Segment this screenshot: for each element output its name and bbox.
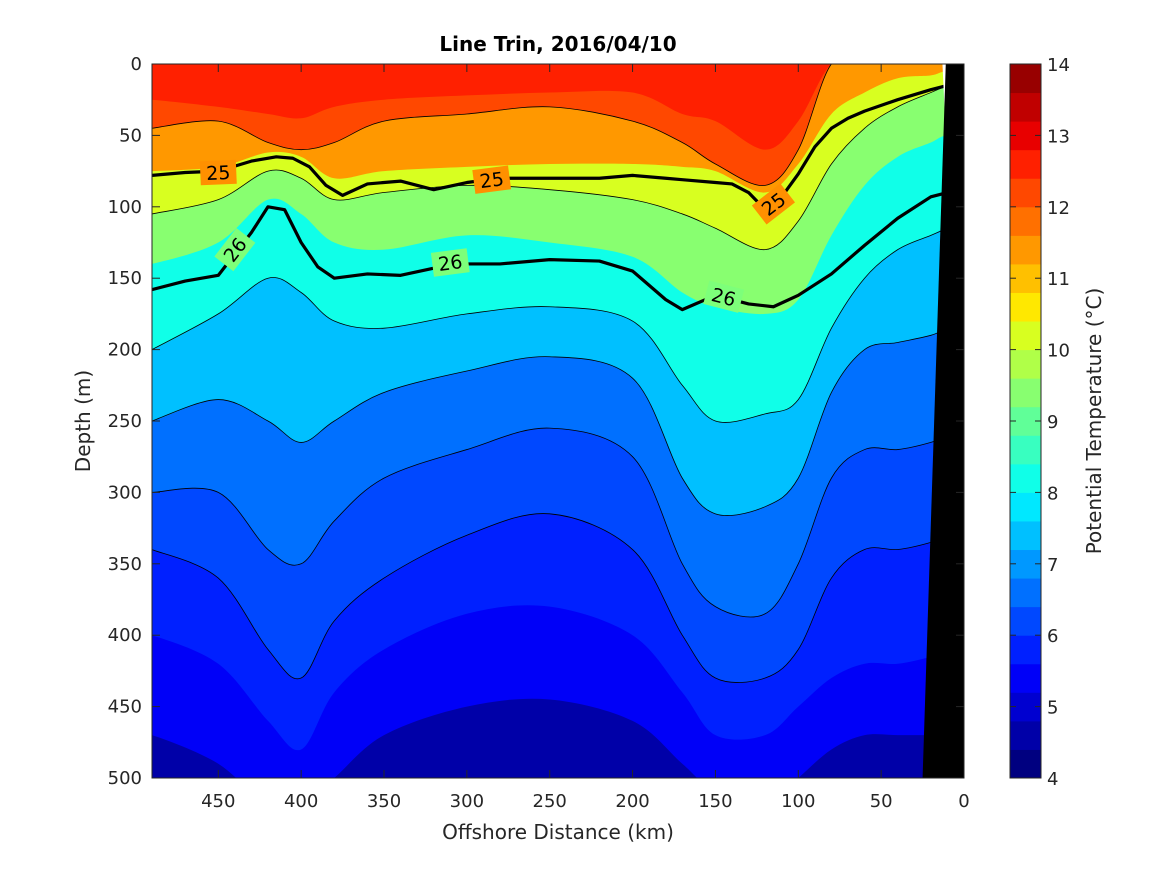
colorbar-tick-label: 6 [1047, 626, 1058, 647]
colorbar-tick-label: 11 [1047, 269, 1070, 290]
y-tick-label: 200 [108, 340, 142, 361]
colorbar-segment [1010, 206, 1041, 236]
colorbar-segment [1010, 378, 1041, 408]
x-axis-label: Offshore Distance (km) [442, 820, 674, 844]
density-contour-26 [152, 190, 948, 312]
y-tick-label: 100 [108, 197, 142, 218]
colorbar-segment [1010, 635, 1041, 665]
colorbar-segment [1010, 64, 1041, 94]
isotherm-line-6_5C [152, 427, 948, 618]
colorbar-segment [1010, 492, 1041, 522]
y-tick-label: 150 [108, 268, 142, 289]
colorbar-segment [1010, 92, 1041, 122]
colorbar [1010, 64, 1041, 779]
colorbar-segment [1010, 235, 1041, 265]
colorbar-tick-label: 4 [1047, 769, 1058, 790]
x-axis: 450 400 350 300 250 200 150 100 50 0 [201, 64, 970, 812]
colorbar-segment [1010, 663, 1041, 693]
contour-label-bg [199, 159, 237, 186]
bathymetry-wedge [922, 64, 964, 778]
y-tick-label: 50 [119, 125, 142, 146]
contour-label-bg [472, 165, 512, 194]
x-tick-label: 50 [870, 791, 893, 812]
x-tick-label: 350 [367, 791, 401, 812]
y-tick-label: 0 [131, 54, 142, 75]
contour-label-bg [430, 248, 470, 277]
colorbar-segment [1010, 292, 1041, 322]
isotherm-line-10C [152, 85, 948, 251]
colorbar-segment [1010, 435, 1041, 465]
colorbar-segment [1010, 349, 1041, 379]
colorbar-segment [1010, 720, 1041, 750]
contour-label-bg [751, 183, 796, 225]
colorbar-ticks: 4 5 6 7 8 9 10 11 12 13 14 [1010, 55, 1070, 790]
x-tick-label: 450 [201, 791, 235, 812]
isotherm-line-6C [152, 513, 948, 683]
colorbar-label: Potential Temperature (°C) [1082, 288, 1106, 555]
colorbar-tick-label: 13 [1047, 126, 1070, 147]
x-tick-label: 100 [781, 791, 815, 812]
x-tick-label: 150 [698, 791, 732, 812]
temperature-band-12_5C [152, 64, 964, 150]
colorbar-segment [1010, 578, 1041, 608]
x-tick-label: 250 [533, 791, 567, 812]
density-contour-25 [152, 83, 948, 212]
density-contours [152, 83, 948, 312]
y-tick-label: 300 [108, 482, 142, 503]
colorbar-segment [1010, 321, 1041, 351]
colorbar-tick-label: 7 [1047, 555, 1058, 576]
contour-label-25: 25 [206, 162, 231, 185]
isotherm-line-12C [152, 64, 948, 186]
y-tick-label: 250 [108, 411, 142, 432]
contour-label-26: 26 [437, 251, 464, 276]
y-tick-label: 450 [108, 697, 142, 718]
colorbar-segment [1010, 520, 1041, 551]
isotherm-line-7C [152, 327, 948, 516]
colorbar-segment [1010, 149, 1041, 179]
isotherm-lines [152, 64, 948, 683]
temperature-fills [152, 64, 964, 778]
colorbar-segment [1010, 606, 1041, 636]
colorbar-tick-label: 14 [1047, 55, 1070, 76]
x-tick-label: 200 [615, 791, 649, 812]
x-tick-label: 300 [450, 791, 484, 812]
plot-area [152, 64, 964, 778]
colorbar-tick-label: 5 [1047, 698, 1058, 719]
y-axis: 0 50 100 150 200 250 300 350 400 450 500 [108, 54, 964, 789]
x-tick-label: 0 [958, 791, 969, 812]
isotherm-line-8C [152, 227, 948, 423]
colorbar-segment [1010, 463, 1041, 493]
colorbar-segment [1010, 178, 1041, 208]
colorbar-tick-label: 10 [1047, 341, 1070, 362]
y-tick-label: 500 [108, 768, 142, 789]
y-tick-label: 400 [108, 625, 142, 646]
colorbar-tick-label: 9 [1047, 412, 1058, 433]
contour-label-bg [703, 280, 745, 313]
colorbar-tick-label: 8 [1047, 483, 1058, 504]
contour-label-25: 25 [478, 168, 505, 193]
colorbar-segment [1010, 749, 1041, 779]
chart-title: Line Trin, 2016/04/10 [439, 32, 676, 56]
colorbar-tick-label: 12 [1047, 198, 1070, 219]
bathymetry-mask [922, 64, 964, 778]
x-tick-label: 400 [284, 791, 318, 812]
contour-label-bg [214, 228, 256, 272]
y-tick-label: 350 [108, 554, 142, 575]
y-axis-label: Depth (m) [71, 370, 95, 472]
